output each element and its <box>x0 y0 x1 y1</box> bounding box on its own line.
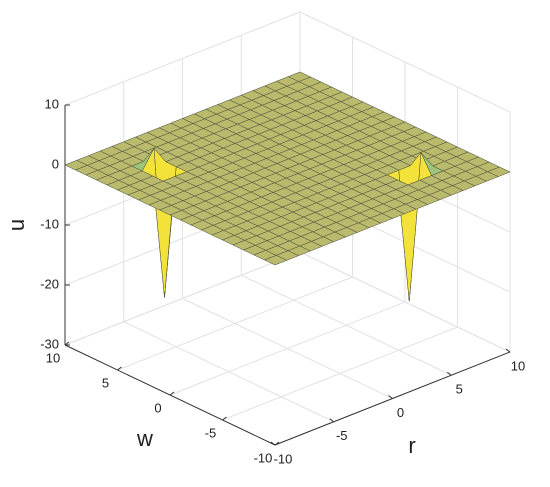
x-tick-label: 10 <box>511 358 525 373</box>
tick-mark <box>64 341 70 346</box>
z-tick-label: 10 <box>45 96 59 111</box>
y-tick-label: -5 <box>205 425 217 440</box>
tick-mark <box>169 391 175 396</box>
z-tick-label: -10 <box>40 216 59 231</box>
tick-mark <box>388 395 393 399</box>
x-tick-label: -10 <box>274 451 293 466</box>
tick-mark <box>505 348 511 353</box>
grid-line <box>299 11 511 113</box>
x-tick-label: 0 <box>397 405 404 420</box>
y-axis-label: w <box>136 426 153 451</box>
tick-mark <box>270 441 276 446</box>
tick-mark <box>329 418 335 423</box>
x-tick-label: -5 <box>336 428 348 443</box>
z-tick-label: 0 <box>52 156 59 171</box>
z-axis-label: u <box>4 219 29 231</box>
y-tick-label: 5 <box>102 375 109 390</box>
x-tick-label: 5 <box>456 382 463 397</box>
y-tick-label: 10 <box>46 350 60 365</box>
surface-patch <box>264 255 287 266</box>
grid-line <box>117 276 353 371</box>
grid-line <box>222 326 458 421</box>
y-tick-label: -10 <box>254 450 273 465</box>
grid-line <box>64 11 301 106</box>
tick-mark <box>446 371 452 376</box>
z-tick-label: -30 <box>40 336 59 351</box>
z-tick-label: -20 <box>40 276 59 291</box>
grid-line <box>299 251 511 353</box>
tick-mark <box>274 441 280 446</box>
y-tick-label: 0 <box>154 400 161 415</box>
grid-line <box>64 251 301 346</box>
tick-mark <box>117 366 122 371</box>
tick-mark <box>222 416 227 421</box>
grid-line <box>169 301 406 396</box>
x-axis-label: r <box>408 433 415 458</box>
